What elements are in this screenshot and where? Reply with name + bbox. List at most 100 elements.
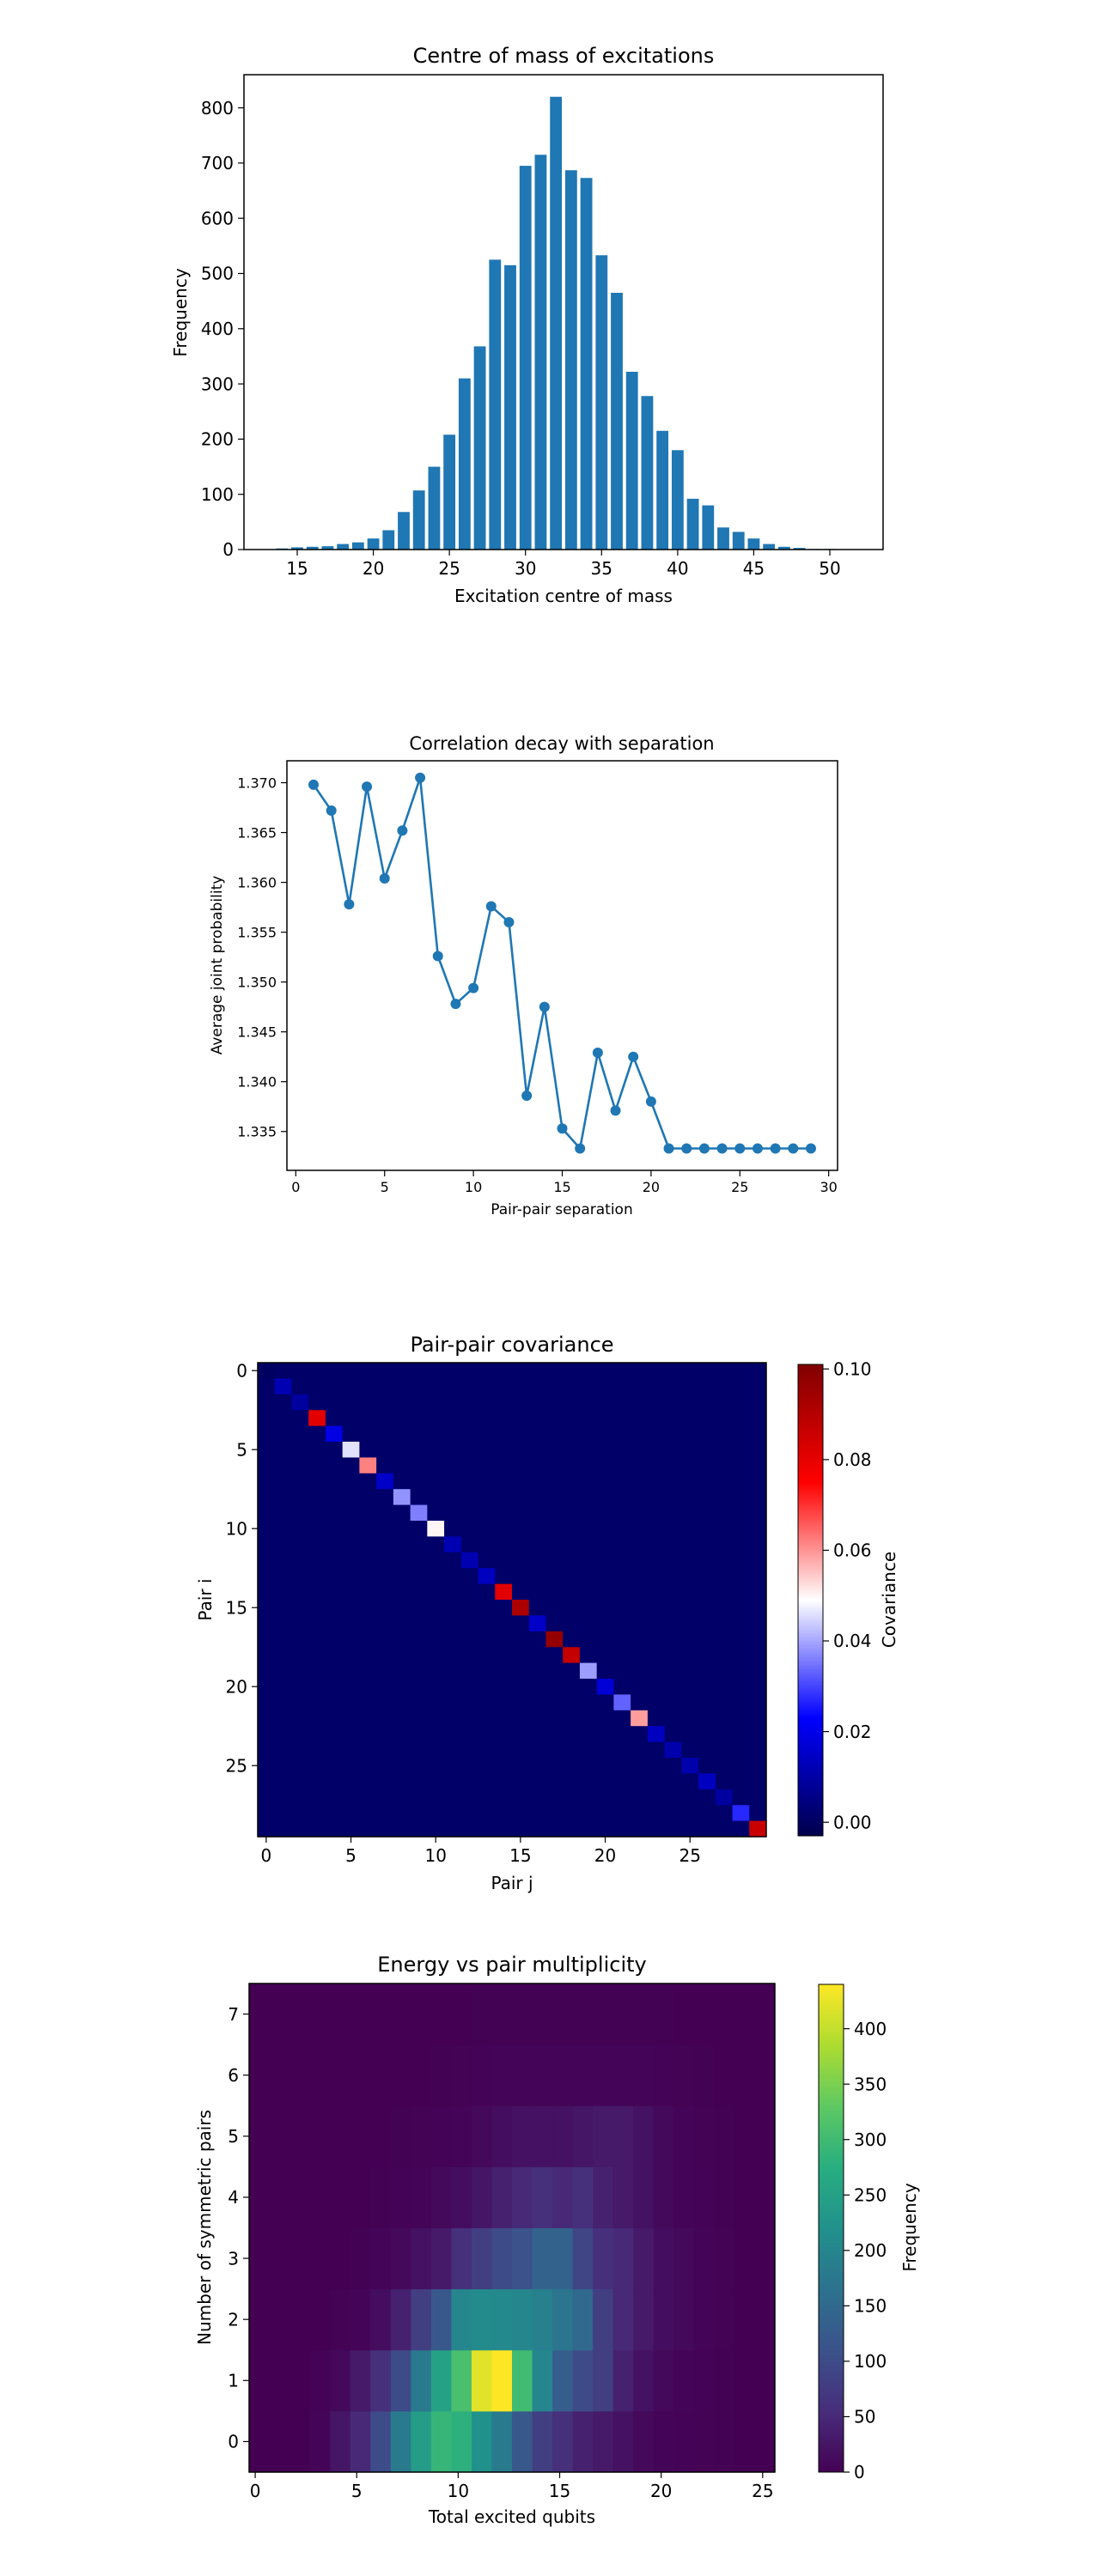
covariance-cell	[631, 1568, 649, 1585]
covariance-cell	[528, 1394, 546, 1411]
covariance-cell	[427, 1662, 445, 1680]
covariance-cell	[664, 1473, 682, 1490]
covariance-cell	[427, 1679, 445, 1695]
covariance-cell	[393, 1631, 411, 1648]
covariance-cell	[495, 1521, 513, 1537]
frequency-cell	[249, 2288, 271, 2351]
covariance-cell	[681, 1662, 699, 1680]
covariance-cell	[647, 1647, 666, 1664]
covariance-cell	[512, 1600, 530, 1616]
covariance-cell	[664, 1726, 682, 1743]
chart2-title: Correlation decay with separation	[409, 733, 714, 754]
chart3-colorbar-ticks: 0.00 0.02 0.04 0.06 0.08 0.10	[823, 1358, 872, 1832]
covariance-cell	[427, 1521, 445, 1537]
frequency-cell	[269, 2349, 290, 2412]
chart4-x-tick-label: 20	[650, 2481, 672, 2501]
covariance-cell	[460, 1378, 479, 1395]
frequency-cell	[491, 2105, 513, 2167]
covariance-cell	[410, 1378, 428, 1395]
covariance-cell	[444, 1662, 462, 1680]
covariance-cell	[258, 1473, 276, 1490]
covariance-cell	[427, 1552, 445, 1569]
covariance-cell	[342, 1457, 360, 1474]
covariance-cell	[342, 1820, 360, 1838]
covariance-cell	[715, 1726, 734, 1743]
covariance-cell	[613, 1679, 631, 1695]
frequency-cell	[532, 1984, 553, 2045]
covariance-cell	[545, 1758, 564, 1774]
chart3-title: Pair-pair covariance	[410, 1333, 613, 1357]
covariance-cell	[342, 1394, 360, 1411]
covariance-cell	[528, 1694, 546, 1711]
covariance-cell	[376, 1473, 394, 1490]
covariance-cell	[664, 1615, 682, 1632]
covariance-cell	[359, 1425, 377, 1443]
frequency-cell	[269, 2044, 290, 2106]
covariance-cell	[681, 1473, 699, 1490]
covariance-cell	[647, 1552, 666, 1569]
covariance-cell	[715, 1694, 734, 1711]
covariance-cell	[563, 1378, 581, 1395]
frequency-cell	[512, 2044, 533, 2106]
covariance-cell	[258, 1741, 276, 1759]
covariance-cell	[749, 1789, 767, 1806]
frequency-cell	[249, 2227, 271, 2290]
covariance-cell	[274, 1820, 292, 1838]
covariance-cell	[376, 1758, 394, 1774]
covariance-cell	[563, 1694, 581, 1711]
covariance-cell	[715, 1552, 734, 1569]
covariance-cell	[715, 1521, 734, 1537]
covariance-cell	[613, 1410, 631, 1427]
covariance-cell	[410, 1521, 428, 1537]
covariance-cell	[478, 1504, 496, 1522]
covariance-cell	[545, 1789, 564, 1806]
covariance-cell	[478, 1662, 496, 1680]
chart3-x-tick-label: 10	[424, 1845, 446, 1866]
histogram-bar	[428, 466, 441, 550]
covariance-cell	[732, 1425, 750, 1443]
chart3-y-tick-label: 20	[226, 1676, 247, 1697]
data-point	[344, 899, 355, 910]
covariance-cell	[410, 1631, 428, 1648]
frequency-cell	[693, 2227, 715, 2290]
frequency-cell	[532, 2349, 553, 2412]
covariance-cell	[393, 1442, 411, 1458]
frequency-cell	[330, 2288, 351, 2351]
histogram-bar	[458, 378, 471, 550]
chart2-x-tick-label: 5	[381, 1179, 389, 1195]
chart3-colorbar-label: Covariance	[879, 1552, 899, 1648]
covariance-cell	[274, 1662, 292, 1680]
covariance-cell	[732, 1679, 750, 1695]
covariance-cell	[732, 1504, 750, 1522]
chart-correlation-decay: Correlation decay with separation 0 5 10 15…	[209, 733, 838, 1218]
frequency-cell	[552, 2288, 574, 2351]
covariance-cell	[528, 1473, 546, 1490]
covariance-cell	[460, 1694, 479, 1711]
chart1-x-tick-label: 30	[515, 558, 536, 579]
covariance-cell	[681, 1552, 699, 1569]
covariance-cell	[376, 1662, 394, 1680]
covariance-cell	[681, 1504, 699, 1522]
covariance-cell	[528, 1583, 546, 1601]
covariance-cell	[376, 1521, 394, 1537]
histogram-bar	[763, 544, 776, 550]
covariance-cell	[579, 1394, 598, 1411]
data-point	[645, 1096, 656, 1107]
data-point	[557, 1123, 568, 1134]
covariance-cell	[596, 1394, 614, 1411]
covariance-cell	[427, 1394, 445, 1411]
covariance-cell	[749, 1631, 767, 1648]
frequency-cell	[612, 2105, 634, 2167]
covariance-cell	[647, 1457, 666, 1474]
chart4-cells	[249, 1984, 776, 2473]
covariance-cell	[410, 1363, 428, 1379]
covariance-cell	[393, 1773, 411, 1790]
covariance-cell	[579, 1521, 598, 1537]
covariance-cell	[325, 1568, 344, 1585]
chart4-colorbar-tick-label: 50	[854, 2407, 875, 2427]
covariance-cell	[308, 1363, 326, 1379]
covariance-cell	[308, 1536, 326, 1553]
frequency-cell	[532, 2227, 553, 2290]
data-point	[770, 1143, 781, 1154]
frequency-cell	[693, 1984, 715, 2045]
